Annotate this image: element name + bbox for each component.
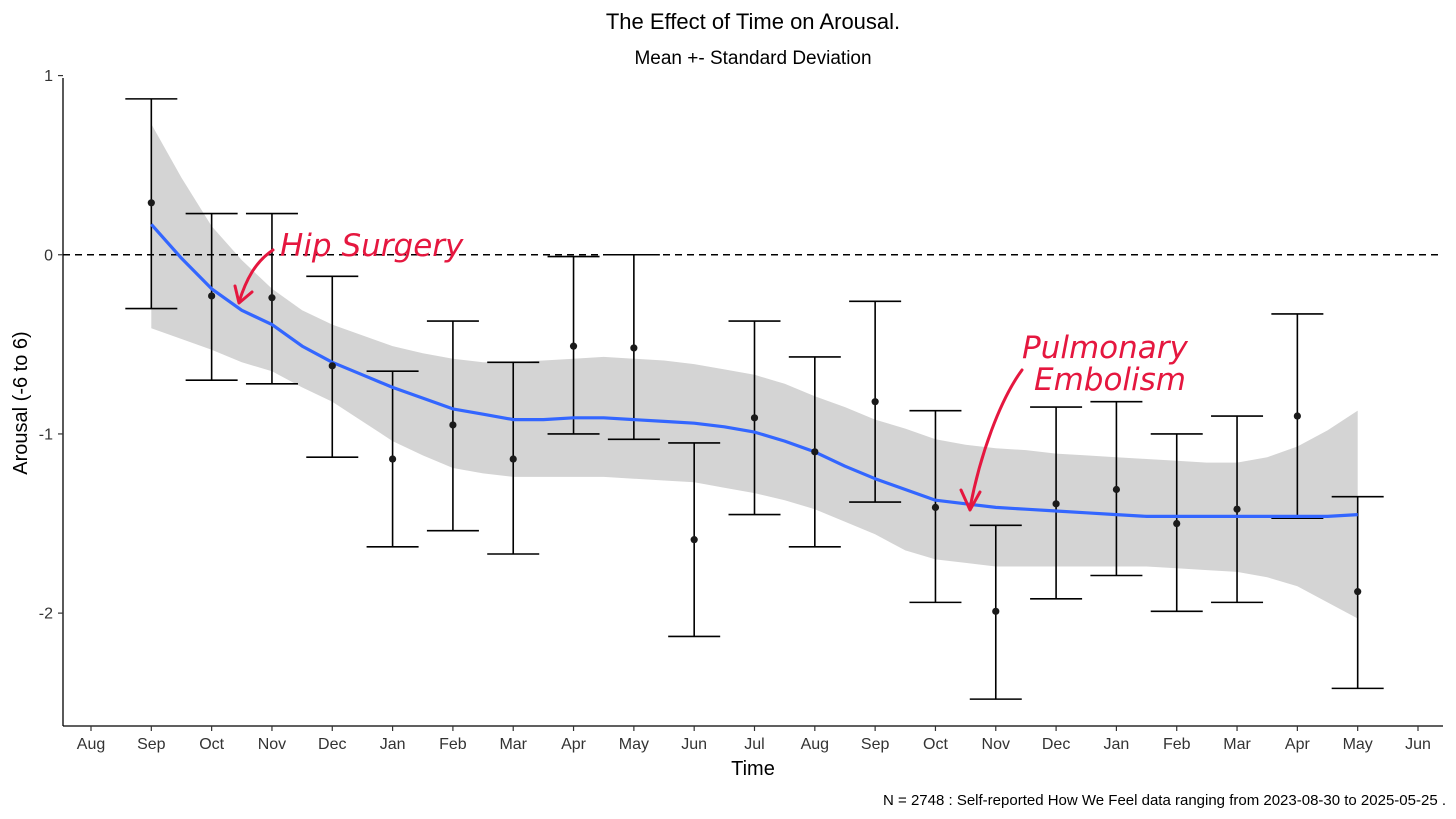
x-tick-label: Jan: [1104, 736, 1130, 753]
mean-point: [1112, 485, 1121, 494]
mean-point: [1233, 505, 1241, 513]
x-tick-label: May: [619, 736, 649, 753]
annotations: Hip Surgery Pulmonary Embolism: [233, 228, 1189, 512]
x-tick-label: Nov: [258, 736, 286, 753]
mean-point: [268, 294, 276, 302]
pulmonary-annotation-line1: Pulmonary: [1022, 330, 1189, 366]
chart-title: The Effect of Time on Arousal.: [606, 9, 900, 34]
mean-point: [1293, 412, 1301, 420]
x-tick-label: Jan: [380, 736, 406, 753]
x-tick-label: Mar: [499, 736, 527, 753]
y-tick-label: 1: [44, 68, 53, 85]
x-tick-label: Sep: [137, 736, 166, 753]
mean-point: [750, 414, 759, 422]
pulmonary-embolism-arrowhead: [959, 488, 982, 512]
x-tick-label: Oct: [923, 736, 948, 753]
x-axis-label: Time: [731, 758, 775, 780]
x-tick-label: Sep: [861, 736, 890, 753]
pulmonary-embolism-arrow: [968, 368, 1024, 510]
x-tick-label: Dec: [318, 736, 346, 753]
hip-surgery-annotation: Hip Surgery: [280, 228, 464, 264]
y-axis-label: Arousal (-6 to 6): [10, 331, 32, 474]
mean-point: [992, 607, 1000, 615]
mean-point: [328, 362, 336, 370]
pulmonary-annotation-line2: Embolism: [1034, 362, 1186, 398]
x-tick-label: Feb: [1163, 736, 1191, 753]
mean-point: [1052, 500, 1060, 508]
x-ticks: Aug Sep Oct Nov Dec Jan Feb Mar Apr May Jun Jul Aug S…: [77, 726, 1431, 753]
chart-subtitle: Mean +- Standard Deviation: [634, 48, 871, 69]
x-tick-label: May: [1343, 736, 1373, 753]
y-ticks: 1 0 -1 -2: [39, 68, 63, 623]
mean-point: [1173, 519, 1181, 528]
hip-surgery-arrowhead: [233, 284, 254, 305]
x-tick-label: Apr: [561, 736, 587, 753]
mean-point: [449, 421, 457, 429]
x-tick-label: Aug: [77, 736, 105, 753]
mean-point: [690, 536, 698, 544]
mean-point: [388, 455, 397, 463]
x-tick-label: Aug: [801, 736, 829, 753]
hip-surgery-arrow: [237, 248, 275, 304]
x-tick-label: Feb: [439, 736, 467, 753]
x-tick-label: Jun: [681, 736, 707, 753]
y-tick-label: 0: [44, 247, 53, 264]
chart-caption: N = 2748 : Self-reported How We Feel dat…: [883, 792, 1446, 809]
trend-line-layer: [150, 223, 1358, 518]
axes: [62, 78, 1443, 727]
mean-point: [208, 292, 216, 300]
x-tick-label: Nov: [982, 736, 1010, 753]
mean-point: [630, 344, 638, 352]
x-tick-label: Dec: [1042, 736, 1070, 753]
x-tick-label: Apr: [1285, 736, 1311, 753]
error-bars-layer: [125, 98, 1384, 700]
mean-points-layer: [147, 199, 1362, 615]
mean-point: [1354, 588, 1362, 596]
mean-point: [147, 199, 155, 207]
y-tick-label: -1: [39, 426, 53, 443]
mean-point: [569, 342, 578, 350]
x-tick-label: Mar: [1223, 736, 1251, 753]
trend-line: [150, 223, 1358, 518]
y-tick-label: -2: [39, 606, 53, 623]
mean-point: [509, 455, 517, 463]
mean-point: [871, 398, 879, 406]
mean-point: [931, 503, 940, 512]
x-tick-label: Jun: [1405, 736, 1431, 753]
x-tick-label: Oct: [199, 736, 224, 753]
x-tick-label: Jul: [744, 736, 764, 753]
mean-point: [811, 448, 819, 456]
